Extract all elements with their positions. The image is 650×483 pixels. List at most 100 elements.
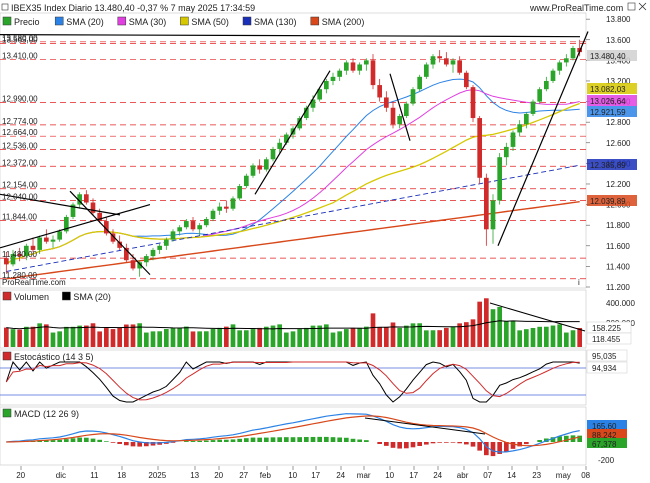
volume-bar (557, 324, 562, 347)
price-tag-bg (587, 159, 637, 170)
volume-bar (24, 326, 29, 347)
candle-body (224, 206, 229, 209)
macd-legend: MACD (12 26 9) (2, 408, 79, 419)
macd-tag-label: 165,60 (592, 422, 617, 431)
candle-body (17, 254, 22, 257)
volume-bar (137, 323, 142, 347)
volume-axis-label: 400.000 (606, 299, 635, 308)
price-tag-label: 12.039,89 (590, 197, 626, 206)
legend-swatch (2, 16, 12, 26)
legend-label: SMA (50) (191, 17, 229, 27)
legend-swatch (242, 16, 252, 26)
volume-bar (84, 325, 89, 347)
close-icon[interactable] (638, 2, 647, 11)
candle-body (257, 165, 262, 170)
volume-bar (324, 324, 329, 347)
macd-histogram-bar (197, 440, 202, 442)
legend-swatch (62, 291, 71, 301)
stochastic-tag-bg (586, 349, 628, 362)
volume-bar (190, 331, 196, 347)
volume-bar (537, 326, 542, 347)
legend-swatch (2, 291, 12, 301)
x-axis-label: 24 (433, 471, 442, 480)
candle-body (250, 165, 256, 176)
volume-bar (370, 313, 376, 347)
macd-histogram-bar (557, 436, 562, 442)
volume-bar (30, 326, 36, 347)
candle-body (150, 249, 156, 257)
expand-icon[interactable] (1, 3, 9, 11)
macd-axis-label: -200 (598, 456, 615, 465)
candle-body (544, 80, 549, 90)
volume-bar (317, 325, 322, 347)
volume-bar (304, 327, 309, 347)
x-axis-label: 17 (311, 471, 320, 480)
candle-body (204, 219, 209, 226)
candle-body (44, 237, 49, 242)
volume-bar (257, 327, 262, 347)
macd-histogram-bar (470, 442, 476, 447)
macd-histogram-bar (124, 442, 129, 446)
macd-histogram-bar (144, 442, 149, 447)
info-icon[interactable]: i (578, 278, 580, 287)
volume-bar (490, 309, 496, 347)
macd-histogram-bar (77, 437, 82, 442)
macd-histogram-bar (230, 439, 236, 442)
candle-body (537, 89, 542, 102)
macd-histogram-bar (324, 436, 329, 442)
volume-bar (4, 327, 9, 347)
x-axis: 20 dic 11 18 2025 13 20 27 feb 10 17 24 mar 10 17 24 abr… (16, 466, 591, 480)
legend-swatch (2, 408, 12, 418)
price-legend: Precio SMA (20) SMA (30) SMA (50) SMA (130) S… (2, 16, 364, 27)
header: IBEX35 Index Diario 13.480,40 -0,37 % 7 … (0, 0, 650, 13)
price-axis-label: 11.400 (606, 262, 630, 271)
price-level-label: 12.990,00 (2, 95, 38, 104)
macd-histogram-bar (464, 442, 469, 445)
macd-histogram-bar (517, 442, 522, 447)
candle-body (217, 206, 222, 211)
macd-histogram-bar (524, 442, 529, 445)
candle-body (437, 56, 442, 59)
trendline (254, 70, 331, 195)
volume-bar (157, 331, 162, 347)
macd-histogram-bar (377, 442, 382, 445)
volume-sma-line (6, 320, 580, 330)
candle-body (237, 186, 242, 199)
volume-panel: Volumen SMA (20) (0, 289, 587, 349)
macd-histogram-bar (577, 435, 582, 442)
candle-body (130, 260, 136, 269)
macd-histogram-bar (270, 437, 276, 442)
macd-histogram-bar (384, 442, 389, 446)
price-level-label: 12.372,00 (2, 158, 38, 167)
macd-lines (6, 413, 582, 457)
candle-body (390, 107, 396, 125)
macd-tag-label: 88,242 (592, 431, 617, 440)
candle-body (297, 118, 302, 129)
macd-histogram-bar (437, 442, 442, 443)
x-axis-label: 11 (90, 471, 99, 480)
restore-window-icon[interactable] (627, 2, 636, 11)
candle-body (170, 231, 176, 240)
price-level-label: 12.774,00 (2, 117, 38, 126)
macd-histogram-bar (444, 442, 449, 443)
candle-body (377, 85, 382, 98)
macd-trendline (364, 417, 486, 435)
volume-bar (297, 329, 302, 347)
volume-bar (377, 327, 382, 347)
price-level-label: 12.536,00 (2, 141, 38, 150)
x-axis-label: 10 (385, 471, 394, 480)
stochastic-tag-bg (586, 361, 628, 374)
macd-histogram-bar (244, 438, 249, 442)
candle-body (210, 210, 216, 220)
volume-bar (364, 326, 369, 347)
macd-histogram-bar (70, 438, 76, 442)
price-axis-label: 11.200 (606, 283, 630, 292)
price-tag-bg (587, 83, 637, 94)
x-axis-label: 24 (336, 471, 345, 480)
candle-body (564, 58, 569, 63)
site-label[interactable]: www.ProRealTime.com (529, 3, 623, 13)
candle-body (430, 56, 436, 65)
candle-body (144, 256, 149, 263)
candle-body (117, 241, 122, 248)
